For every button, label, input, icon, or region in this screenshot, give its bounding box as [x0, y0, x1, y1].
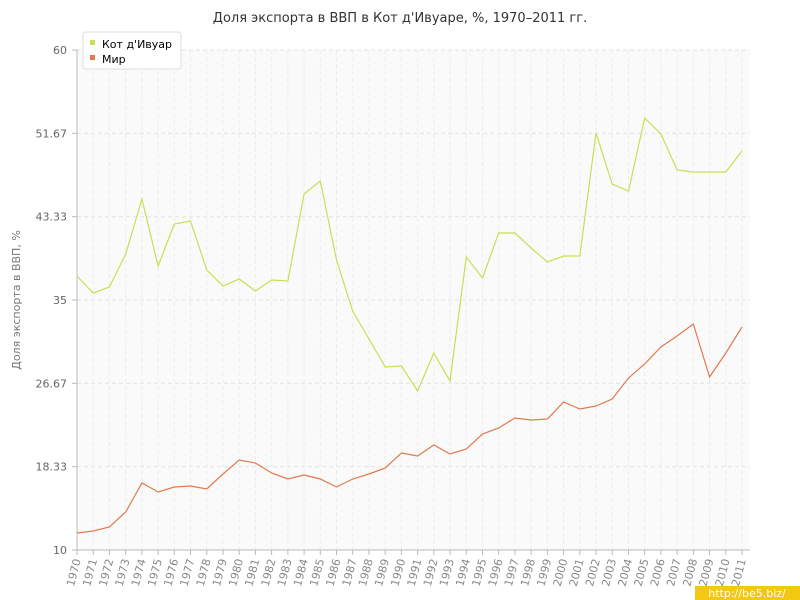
- series-line-1: [76, 323, 743, 534]
- y-tick-label: 18.33: [36, 461, 68, 474]
- y-tick-label: 10: [53, 544, 67, 557]
- y-axis-ticks: 10 18.33 26.67 35 43.33 51.67 60: [36, 44, 77, 557]
- legend-item-label[interactable]: Мир: [102, 53, 126, 66]
- series-lines: [76, 116, 743, 534]
- watermark[interactable]: http://be5.biz/: [695, 586, 800, 600]
- y-tick-label: 51.67: [36, 127, 68, 140]
- legend-swatch: [90, 40, 95, 45]
- series-line-0: [76, 116, 743, 393]
- legend-box: [82, 31, 182, 70]
- y-tick-label: 60: [53, 44, 67, 57]
- y-tick-label: 35: [53, 294, 67, 307]
- legend-swatch: [90, 55, 95, 60]
- y-axis-label: Доля экспорта в ВВП, %: [10, 230, 23, 370]
- legend-item-label[interactable]: Кот д'Ивуар: [102, 38, 172, 51]
- x-axis-ticks: 1970197119721973197419751976197719781979…: [64, 550, 749, 588]
- y-tick-label: 43.33: [36, 211, 68, 224]
- legend[interactable]: Кот д'Ивуар Мир: [82, 31, 182, 70]
- y-tick-label: 26.67: [36, 377, 68, 390]
- chart-title: Доля экспорта в ВВП в Кот д'Ивуаре, %, 1…: [213, 11, 587, 26]
- watermark-text[interactable]: http://be5.biz/: [708, 587, 786, 600]
